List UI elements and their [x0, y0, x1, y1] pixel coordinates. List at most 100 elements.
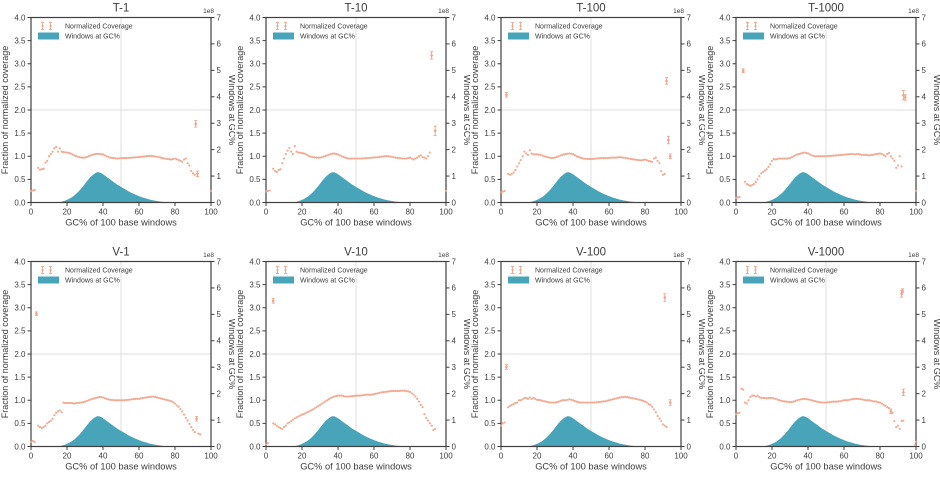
axis-offset-1e8: 1e8	[908, 8, 919, 15]
svg-text:7: 7	[217, 13, 222, 22]
svg-text:2.5: 2.5	[249, 83, 261, 92]
svg-text:20: 20	[533, 208, 542, 217]
coverage-scatter	[499, 395, 668, 428]
subplot-T-1: 0 20 40 60 80 100 GC% of 100 base windows 0.0 0.…	[0, 0, 235, 244]
svg-text:4: 4	[452, 336, 457, 345]
y-axis-left-label: Fraction of normalized coverage	[0, 289, 10, 418]
svg-text:0: 0	[687, 442, 692, 451]
axis-offset-1e8: 1e8	[908, 252, 919, 259]
svg-text:60: 60	[370, 451, 379, 460]
svg-text:3.0: 3.0	[719, 60, 731, 69]
svg-text:2: 2	[922, 145, 927, 154]
svg-text:2.0: 2.0	[484, 106, 496, 115]
svg-text:3.5: 3.5	[249, 280, 261, 289]
svg-text:0: 0	[29, 208, 34, 217]
coverage-outliers	[34, 310, 199, 422]
svg-text:0.5: 0.5	[14, 419, 26, 428]
svg-text:7: 7	[452, 257, 457, 266]
panel-title: V-1	[112, 246, 129, 258]
svg-text:7: 7	[922, 257, 927, 266]
svg-text:2: 2	[452, 145, 457, 154]
svg-text:100: 100	[909, 451, 923, 460]
legend: Normalized Coverage Windows at GC%	[38, 265, 133, 284]
svg-text:6: 6	[452, 283, 457, 292]
svg-text:2: 2	[217, 389, 222, 398]
x-axis: 0 20 40 60 80 100 GC% of 100 base windows	[264, 202, 453, 228]
y-axis-right-label: Windows at GC%	[227, 75, 235, 146]
svg-text:4.0: 4.0	[14, 257, 26, 266]
svg-text:4: 4	[217, 336, 222, 345]
y-axis-right: 0 1 2 3 4 5 6 7 Windows at GC% 1e8	[203, 8, 235, 207]
legend: Normalized Coverage Windows at GC%	[743, 22, 838, 41]
svg-text:3: 3	[452, 119, 457, 128]
y-axis-left-label: Fraction of normalized coverage	[705, 289, 715, 418]
y-axis-left: 0.0 0.5 1.0 1.5 2.0 2.5 3.0 3.5 4.0 Fraction of n…	[0, 257, 31, 451]
coverage-outliers	[194, 120, 199, 178]
gridlines	[501, 17, 681, 203]
coverage-outliers	[889, 287, 905, 414]
gridlines	[736, 261, 916, 446]
svg-text:5: 5	[922, 310, 927, 319]
y-axis-right: 0 1 2 3 4 5 6 7 Windows at GC% 1e8	[908, 8, 940, 207]
svg-text:20: 20	[768, 451, 777, 460]
svg-text:6: 6	[217, 40, 222, 49]
svg-text:5: 5	[452, 66, 457, 75]
y-axis-left-label: Fraction of normalized coverage	[470, 289, 480, 418]
svg-text:0.5: 0.5	[484, 419, 496, 428]
gridlines	[736, 17, 916, 203]
svg-text:6: 6	[922, 40, 927, 49]
svg-text:20: 20	[63, 451, 72, 460]
svg-text:2.5: 2.5	[14, 326, 26, 335]
gc-histogram-area	[759, 415, 884, 446]
svg-text:60: 60	[840, 208, 849, 217]
x-axis: 0 20 40 60 80 100 GC% of 100 base windows	[29, 202, 218, 228]
svg-text:2.5: 2.5	[249, 326, 261, 335]
gc-histogram-area	[54, 415, 179, 446]
svg-text:2.0: 2.0	[719, 106, 731, 115]
legend-windows-swatch	[273, 32, 294, 40]
legend: Normalized Coverage Windows at GC%	[38, 22, 133, 41]
svg-text:1: 1	[217, 172, 222, 181]
x-axis-label: GC% of 100 base windows	[300, 461, 412, 471]
panel-title: V-10	[344, 246, 368, 258]
svg-text:4.0: 4.0	[249, 13, 261, 22]
svg-text:0: 0	[922, 442, 927, 451]
axis-offset-1e8: 1e8	[203, 252, 214, 259]
y-axis-right-label: Windows at GC%	[462, 318, 470, 389]
legend-windows-label: Windows at GC%	[770, 34, 825, 41]
svg-text:60: 60	[840, 451, 849, 460]
svg-text:4.0: 4.0	[484, 257, 496, 266]
svg-text:4: 4	[217, 93, 222, 102]
y-axis-left: 0.0 0.5 1.0 1.5 2.0 2.5 3.0 3.5 4.0 Fraction of n…	[235, 257, 266, 451]
svg-text:4.0: 4.0	[719, 13, 731, 22]
svg-text:60: 60	[605, 451, 614, 460]
svg-text:7: 7	[687, 257, 692, 266]
legend: Normalized Coverage Windows at GC%	[273, 265, 368, 284]
svg-text:1.0: 1.0	[249, 152, 261, 161]
gridlines	[31, 261, 211, 446]
svg-text:40: 40	[804, 451, 813, 460]
svg-text:1.5: 1.5	[719, 372, 731, 381]
svg-text:1.5: 1.5	[719, 129, 731, 138]
coverage-outliers	[430, 51, 437, 136]
coverage-scatter	[734, 151, 918, 199]
svg-text:80: 80	[641, 208, 650, 217]
svg-text:40: 40	[99, 451, 108, 460]
svg-text:5: 5	[217, 310, 222, 319]
svg-text:3: 3	[687, 119, 692, 128]
svg-text:100: 100	[674, 208, 688, 217]
svg-text:0.0: 0.0	[249, 442, 261, 451]
svg-text:80: 80	[406, 451, 415, 460]
svg-text:6: 6	[687, 283, 692, 292]
x-axis-label: GC% of 100 base windows	[770, 218, 882, 228]
svg-text:3: 3	[217, 363, 222, 372]
svg-text:3: 3	[922, 363, 927, 372]
x-axis: 0 20 40 60 80 100 GC% of 100 base windows	[264, 446, 453, 471]
svg-text:0.0: 0.0	[719, 198, 731, 207]
y-axis-right: 0 1 2 3 4 5 6 7 Windows at GC% 1e8	[438, 8, 470, 207]
legend-windows-swatch	[38, 32, 59, 40]
svg-text:2: 2	[217, 145, 222, 154]
